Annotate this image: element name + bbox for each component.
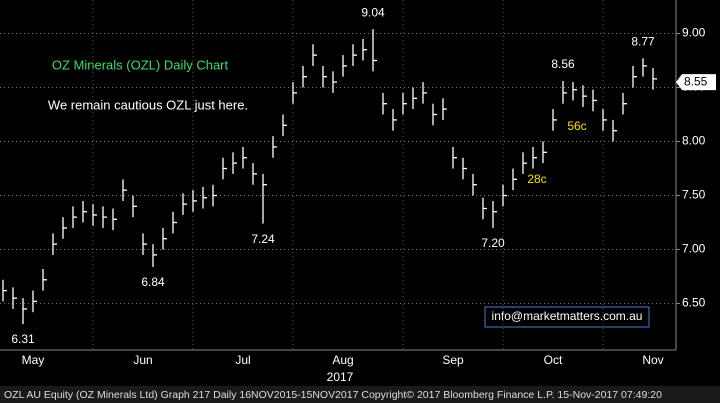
x-tick-label: Jul (235, 353, 250, 367)
chart-title: OZ Minerals (OZL) Daily Chart (52, 57, 229, 72)
y-tick-label: 9.00 (682, 26, 706, 40)
note: 28c (527, 172, 546, 186)
footer: OZL AU Equity (OZ Minerals Ltd) Graph 21… (4, 389, 662, 401)
watermark-box (484, 306, 650, 328)
x-tick-label: Oct (544, 353, 563, 367)
watermark: info@marketmatters.com.au (492, 309, 643, 323)
footer-band (0, 386, 720, 403)
last-price-label: 8.55 (684, 74, 708, 88)
y-tick-label: 6.50 (682, 296, 706, 310)
year-label: 2017 (327, 370, 354, 384)
annotation: 8.77 (631, 35, 655, 49)
annotation: 8.56 (551, 57, 575, 71)
last-price-tag (676, 74, 716, 91)
y-tick-label: 7.50 (682, 188, 706, 202)
annotation: 9.04 (361, 5, 385, 19)
y-tick-label: 7.00 (682, 242, 706, 256)
subtitle: We remain cautious OZL just here. (48, 97, 248, 112)
x-tick-label: Aug (332, 353, 353, 367)
y-tick-label: 8.00 (682, 134, 706, 148)
x-tick-label: Jun (133, 353, 152, 367)
annotation: 7.20 (481, 236, 505, 250)
annotation: 7.24 (251, 232, 275, 246)
note: 56c (567, 119, 586, 133)
x-tick-label: Nov (642, 353, 663, 367)
annotation: 6.31 (11, 332, 35, 346)
x-tick-label: May (22, 353, 45, 367)
annotation: 6.84 (141, 275, 165, 289)
x-tick-label: Sep (442, 353, 464, 367)
